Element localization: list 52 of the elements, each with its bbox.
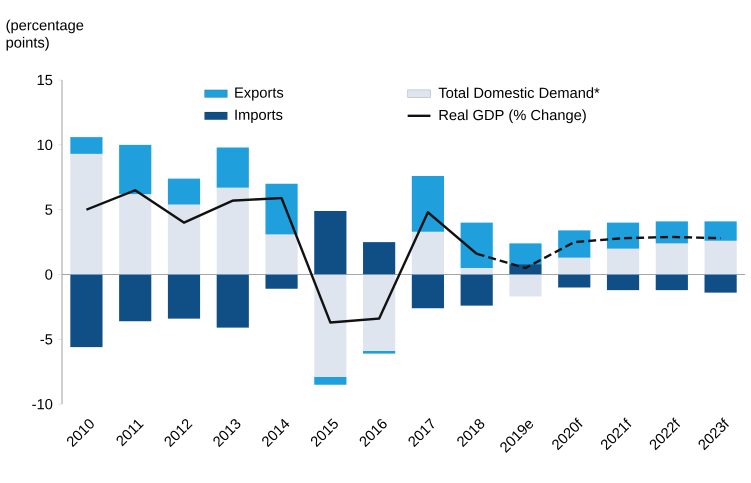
bar <box>558 274 590 288</box>
bar <box>606 222 640 249</box>
bar <box>168 178 200 205</box>
bar <box>70 137 103 154</box>
bar <box>460 274 493 306</box>
bar <box>363 274 396 352</box>
legend-label: Imports <box>235 110 282 123</box>
bar <box>412 232 444 275</box>
bar <box>509 274 542 297</box>
legend-label: Total Domestic Demand* <box>438 87 600 98</box>
bar <box>656 274 688 290</box>
bar <box>558 230 590 258</box>
y-tick-label: 10 <box>38 140 52 150</box>
bar <box>363 351 396 354</box>
bar <box>265 234 298 275</box>
bar <box>606 274 640 290</box>
bar <box>314 211 346 275</box>
y-tick-label: -5 <box>40 334 52 345</box>
bar <box>460 222 493 268</box>
bar <box>509 243 542 264</box>
y-tick-label: 5 <box>45 204 52 215</box>
bar <box>119 144 152 194</box>
bar <box>412 176 444 232</box>
bar <box>704 274 737 293</box>
bar <box>216 274 249 328</box>
bar <box>704 240 737 275</box>
bar <box>119 274 152 322</box>
legend-label: Real GDP (% Change) <box>440 109 586 124</box>
bar <box>363 242 396 275</box>
bar <box>656 243 688 275</box>
bar <box>168 274 200 319</box>
legend-label: Exports <box>235 88 284 101</box>
bar <box>70 154 103 275</box>
bar <box>265 184 298 234</box>
bar <box>412 274 444 308</box>
bar <box>216 148 249 188</box>
y-tick-label: 15 <box>38 74 52 86</box>
y-axis-title: (percentage points) <box>6 20 84 51</box>
bar <box>704 221 737 241</box>
y-tick-label: -10 <box>32 399 52 410</box>
bar <box>606 248 640 275</box>
bar <box>265 274 298 289</box>
bar <box>70 274 103 348</box>
bar <box>314 377 346 385</box>
bar <box>460 268 493 275</box>
bar <box>558 258 590 275</box>
bar <box>168 204 200 275</box>
bar <box>656 221 688 244</box>
bar <box>314 274 346 378</box>
bar <box>216 188 249 275</box>
y-tick-label: 0 <box>45 269 52 280</box>
bar <box>119 194 152 275</box>
